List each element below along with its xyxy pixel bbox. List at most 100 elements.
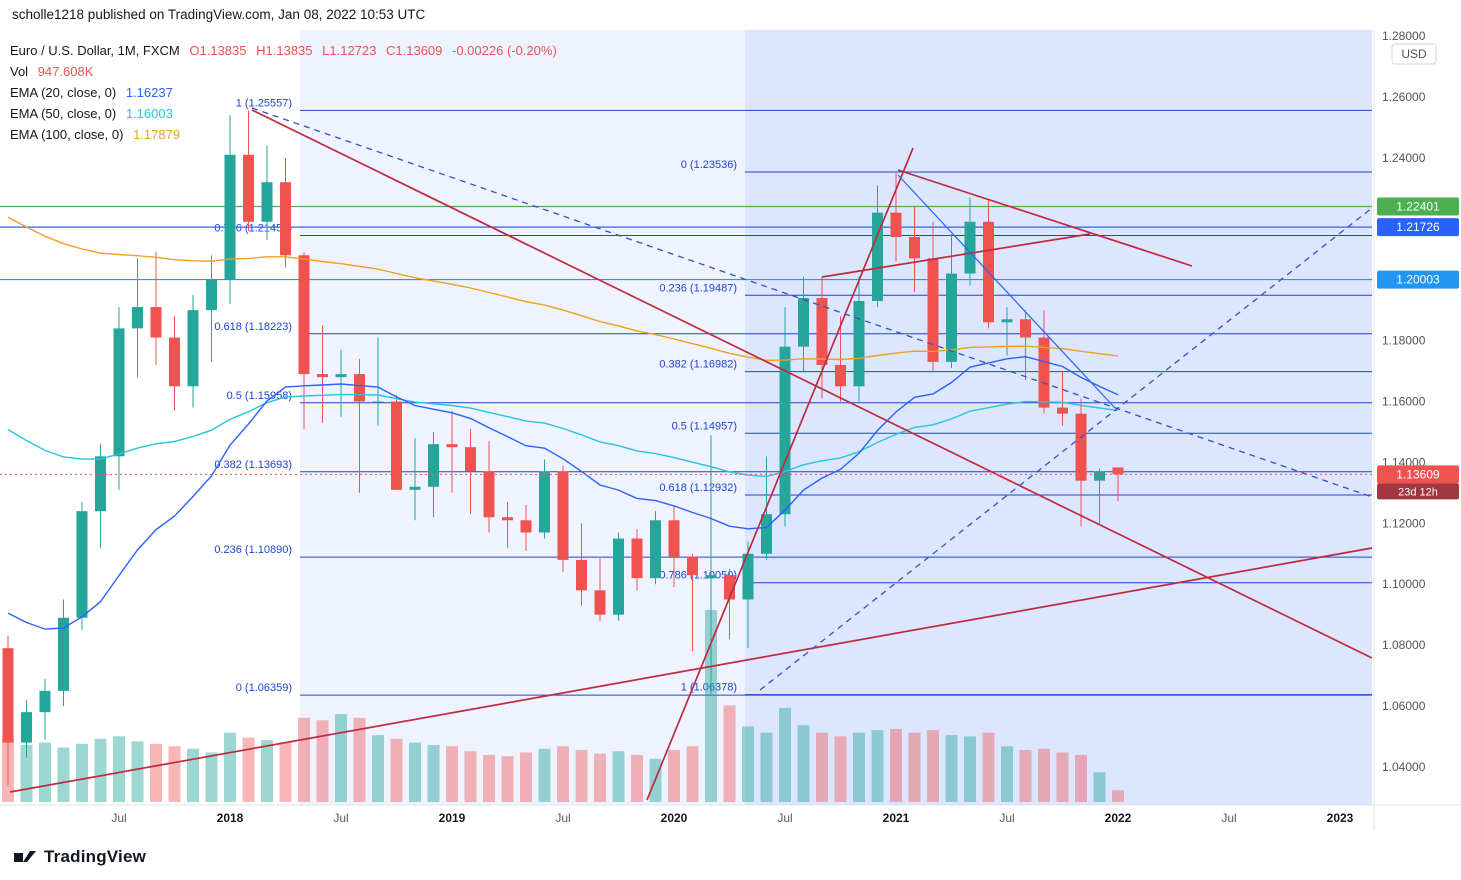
price-badge: 1.21726 bbox=[1377, 218, 1459, 237]
currency-toggle[interactable]: USD bbox=[1391, 43, 1437, 65]
volume-bar bbox=[1093, 772, 1106, 802]
price-axis-label: 1.10000 bbox=[1382, 577, 1426, 591]
fib-level-label: 0.786 (1.10050) bbox=[659, 570, 737, 582]
volume-bar bbox=[1112, 790, 1124, 802]
volume-bar bbox=[557, 746, 569, 802]
candle-body bbox=[520, 520, 532, 533]
time-axis-label[interactable]: 2019 bbox=[439, 811, 466, 825]
volume-bar bbox=[1038, 748, 1050, 802]
trend-line[interactable] bbox=[251, 109, 1373, 659]
price-axis-label: 1.12000 bbox=[1382, 516, 1426, 530]
candle-body bbox=[650, 520, 661, 579]
candle-body bbox=[557, 471, 569, 560]
ema50-row[interactable]: EMA (50, close, 0) 1.16003 bbox=[10, 103, 557, 124]
ohlc-close: C1.13609 bbox=[386, 43, 443, 58]
ema-50-line[interactable] bbox=[7, 393, 1119, 478]
volume-bar bbox=[520, 752, 532, 802]
volume-bar bbox=[964, 736, 976, 802]
time-axis-label[interactable]: Jul bbox=[555, 811, 570, 825]
volume-bar bbox=[1001, 746, 1013, 802]
volume-bar bbox=[372, 735, 384, 802]
price-badge: 1.20003 bbox=[1377, 270, 1459, 289]
volume-bar bbox=[298, 717, 310, 802]
candle-body bbox=[224, 154, 236, 280]
volume-bar bbox=[242, 737, 255, 802]
tradingview-footer[interactable]: TradingView bbox=[14, 846, 146, 868]
volume-bar bbox=[612, 751, 625, 802]
blue-trend-line[interactable] bbox=[897, 174, 1116, 409]
volume-bar bbox=[1075, 754, 1087, 802]
fib-level-label: 0.382 (1.13693) bbox=[214, 459, 292, 471]
candle-body bbox=[705, 575, 717, 579]
ohlc-open: O1.13835 bbox=[189, 43, 247, 58]
candle-body bbox=[150, 307, 162, 338]
candle-body bbox=[465, 447, 476, 472]
ema100-label: EMA (100, close, 0) bbox=[10, 127, 124, 142]
volume-row[interactable]: Vol 947.608K bbox=[10, 61, 557, 82]
ohlc-high: H1.13835 bbox=[256, 43, 313, 58]
symbol-title[interactable]: Euro / U.S. Dollar, 1M, FXCM bbox=[10, 43, 180, 58]
candle-body bbox=[761, 514, 772, 554]
symbol-row[interactable]: Euro / U.S. Dollar, 1M, FXCM O1.13835 H1… bbox=[10, 40, 557, 61]
time-axis-label[interactable]: 2018 bbox=[217, 811, 244, 825]
trend-line[interactable] bbox=[821, 233, 1091, 278]
candle-body bbox=[409, 486, 421, 490]
price-axis-label: 1.18000 bbox=[1382, 334, 1426, 348]
candle-body bbox=[21, 712, 32, 743]
dashed-trend-line[interactable] bbox=[759, 207, 1373, 691]
time-axis-label[interactable]: Jul bbox=[999, 811, 1014, 825]
volume-bar bbox=[908, 732, 921, 802]
time-axis-label[interactable]: 2021 bbox=[883, 811, 910, 825]
time-axis-label[interactable]: Jul bbox=[333, 811, 348, 825]
volume-label: Vol bbox=[10, 64, 29, 79]
candle-body bbox=[169, 337, 180, 387]
candle-body bbox=[946, 273, 957, 362]
candle-body bbox=[354, 374, 365, 402]
candle-body bbox=[927, 258, 939, 362]
volume-bar bbox=[945, 735, 958, 802]
ema-100-line[interactable] bbox=[7, 216, 1119, 362]
candle-body bbox=[964, 221, 976, 274]
volume-bar bbox=[927, 730, 939, 802]
fib-level-label: 0.236 (1.19487) bbox=[659, 282, 737, 294]
tradingview-brand-text: TradingView bbox=[44, 847, 147, 866]
volume-bar bbox=[575, 749, 588, 802]
candle-body bbox=[1038, 337, 1050, 408]
price-axis-label: 1.28000 bbox=[1382, 30, 1426, 43]
candles bbox=[2, 110, 1124, 786]
trend-line[interactable] bbox=[897, 169, 1193, 267]
ema20-row[interactable]: EMA (20, close, 0) 1.16237 bbox=[10, 82, 557, 103]
price-badge-value: 1.22401 bbox=[1396, 200, 1440, 214]
price-chart[interactable]: 1 (1.25557)0.786 (1.21450)0.618 (1.18223… bbox=[0, 30, 1461, 840]
volume-bar bbox=[390, 738, 403, 802]
volume-bar bbox=[816, 732, 828, 802]
volume-bars bbox=[2, 610, 1124, 802]
time-axis-label[interactable]: Jul bbox=[111, 811, 126, 825]
time-axis-label[interactable]: 2020 bbox=[661, 811, 688, 825]
candle-body bbox=[298, 255, 310, 375]
fib-level-label: 1 (1.25557) bbox=[236, 97, 292, 109]
ema100-row[interactable]: EMA (100, close, 0) 1.17879 bbox=[10, 124, 557, 145]
fib-level-label: 0.5 (1.15958) bbox=[227, 390, 292, 402]
candle-body bbox=[779, 346, 791, 515]
trend-line[interactable] bbox=[9, 547, 1373, 793]
price-badge-value: 1.21726 bbox=[1396, 220, 1440, 234]
volume-bar bbox=[353, 717, 366, 802]
volume-bar bbox=[890, 728, 902, 802]
time-axis-label[interactable]: 2023 bbox=[1327, 811, 1354, 825]
candle-body bbox=[613, 538, 624, 615]
fib-level-label: 0.5 (1.14957) bbox=[672, 420, 737, 432]
candle-body bbox=[1057, 407, 1068, 414]
candle-body bbox=[39, 690, 51, 713]
time-axis-label[interactable]: 2022 bbox=[1105, 811, 1132, 825]
volume-bar bbox=[335, 714, 347, 802]
candle-body bbox=[798, 297, 809, 347]
volume-bar bbox=[39, 742, 51, 802]
ema50-value: 1.16003 bbox=[125, 106, 173, 121]
candle-body bbox=[335, 374, 347, 378]
fib-level-label: 0 (1.06359) bbox=[236, 682, 292, 694]
time-axis-label[interactable]: Jul bbox=[777, 811, 792, 825]
ema20-label: EMA (20, close, 0) bbox=[10, 85, 117, 100]
ema-20-line[interactable] bbox=[7, 355, 1119, 630]
time-axis-label[interactable]: Jul bbox=[1221, 811, 1236, 825]
